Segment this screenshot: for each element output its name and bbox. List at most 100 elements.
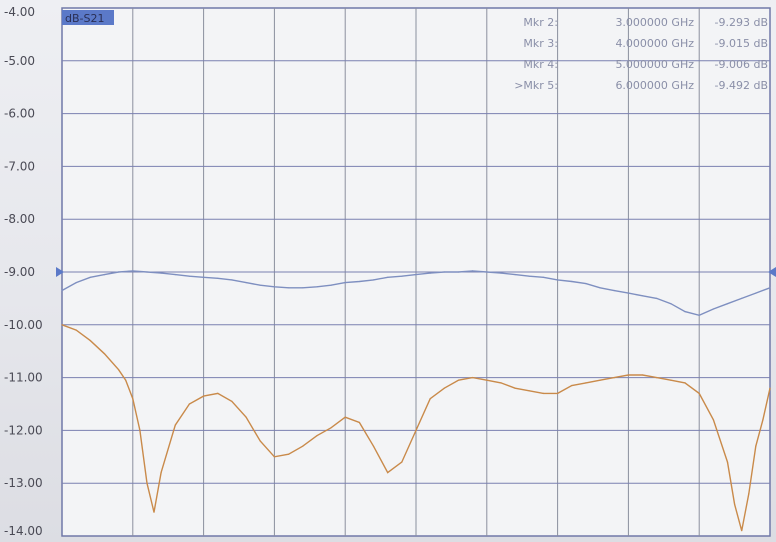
trace-point — [245, 282, 247, 284]
y-tick-label: -14.00 — [4, 524, 43, 538]
y-tick-label: -6.00 — [4, 107, 35, 121]
trace-point — [726, 461, 729, 463]
trace-point — [415, 274, 417, 276]
y-tick-label: -12.00 — [4, 423, 43, 437]
trace-point — [457, 271, 460, 273]
trace-point — [118, 271, 120, 273]
trace-point — [259, 440, 261, 442]
trace-point — [755, 292, 757, 294]
trace-point — [273, 456, 275, 458]
trace-point — [656, 377, 658, 379]
y-tick-label: -5.00 — [4, 54, 35, 68]
trace-point — [160, 272, 162, 274]
trace-point — [472, 270, 474, 272]
trace-point — [542, 276, 545, 278]
marker-label: >Mkr 5: — [514, 79, 558, 92]
trace-point — [472, 377, 474, 379]
marker-frequency: 4.000000 GHz — [615, 37, 694, 50]
trace-point — [486, 379, 488, 381]
trace-point — [401, 275, 403, 277]
trace-point — [415, 429, 417, 431]
trace-point — [316, 286, 318, 288]
trace-point — [457, 379, 460, 381]
trace-point — [344, 416, 346, 418]
trace-point — [231, 400, 233, 402]
trace-point — [585, 382, 587, 384]
trace-point — [642, 295, 644, 297]
marker-value: -9.015 dB — [715, 37, 769, 50]
trace-point — [344, 282, 346, 284]
trace-point — [500, 272, 502, 274]
y-tick-label: -4.00 — [4, 5, 35, 19]
trace-point — [146, 271, 148, 273]
trace-point — [755, 445, 757, 447]
y-tick-label: -8.00 — [4, 212, 35, 226]
trace-point — [132, 270, 134, 272]
trace-point — [203, 395, 205, 397]
trace-point — [769, 287, 771, 289]
trace-point — [642, 374, 644, 376]
trace-point — [146, 482, 148, 484]
trace-point — [542, 392, 545, 394]
trace-point — [103, 274, 106, 276]
marker-value: -9.293 dB — [715, 16, 769, 29]
traces — [61, 270, 771, 532]
ref-arrow-left — [56, 267, 64, 277]
trace-point — [599, 379, 601, 381]
trace-point — [273, 286, 275, 288]
trace-point — [231, 279, 233, 281]
trace-point — [188, 275, 190, 277]
trace-point — [132, 398, 134, 400]
trace-point — [302, 287, 304, 289]
trace-point — [762, 419, 764, 421]
trace-point — [203, 276, 205, 278]
trace-point — [599, 287, 601, 289]
marker-label: Mkr 2: — [523, 16, 558, 29]
trace-point — [103, 353, 106, 355]
trace-point — [670, 303, 672, 305]
trace-point — [734, 503, 736, 505]
trace-label: dB-S21 — [65, 12, 104, 25]
trace-point — [245, 416, 247, 418]
trace-point — [528, 390, 530, 392]
trace-point — [684, 311, 686, 313]
trace-point — [443, 387, 445, 389]
trace-point — [613, 377, 615, 379]
trace-point — [61, 324, 63, 326]
marker-frequency: 5.000000 GHz — [615, 58, 694, 71]
ref-arrow-right — [768, 267, 776, 277]
trace-point — [217, 277, 219, 279]
y-axis-ticks: -4.00 -5.00 -6.00 -7.00 -8.00 -9.00 -10.00 -11.… — [4, 5, 43, 538]
trace-point — [153, 511, 155, 513]
trace-point — [89, 340, 91, 342]
trace-point — [613, 289, 615, 292]
y-tick-label: -11.00 — [4, 371, 43, 385]
y-tick-label: -7.00 — [4, 159, 35, 173]
trace-point — [259, 284, 261, 286]
trace-point — [684, 382, 686, 384]
trace-point — [330, 284, 332, 286]
trace-point — [627, 374, 630, 376]
trace-point — [139, 429, 141, 431]
trace-point — [217, 392, 219, 394]
trace-point — [118, 369, 120, 371]
trace-point — [330, 427, 332, 429]
trace-label-highlight — [62, 10, 114, 25]
trace-point — [61, 289, 63, 292]
marker-label: Mkr 3: — [523, 37, 558, 50]
trace-point — [670, 379, 672, 381]
trace-point — [656, 297, 658, 299]
trace-point — [174, 274, 176, 276]
marker-frequency: 3.000000 GHz — [615, 16, 694, 29]
trace-point — [387, 276, 389, 278]
trace-point — [769, 387, 771, 389]
trace-point — [387, 472, 389, 474]
trace-point — [486, 271, 488, 273]
trace-point — [75, 329, 77, 331]
trace-label-group: dB-S21 — [62, 10, 114, 25]
trace-point — [557, 392, 559, 394]
trace-point — [712, 419, 715, 421]
trace-point — [741, 297, 743, 299]
